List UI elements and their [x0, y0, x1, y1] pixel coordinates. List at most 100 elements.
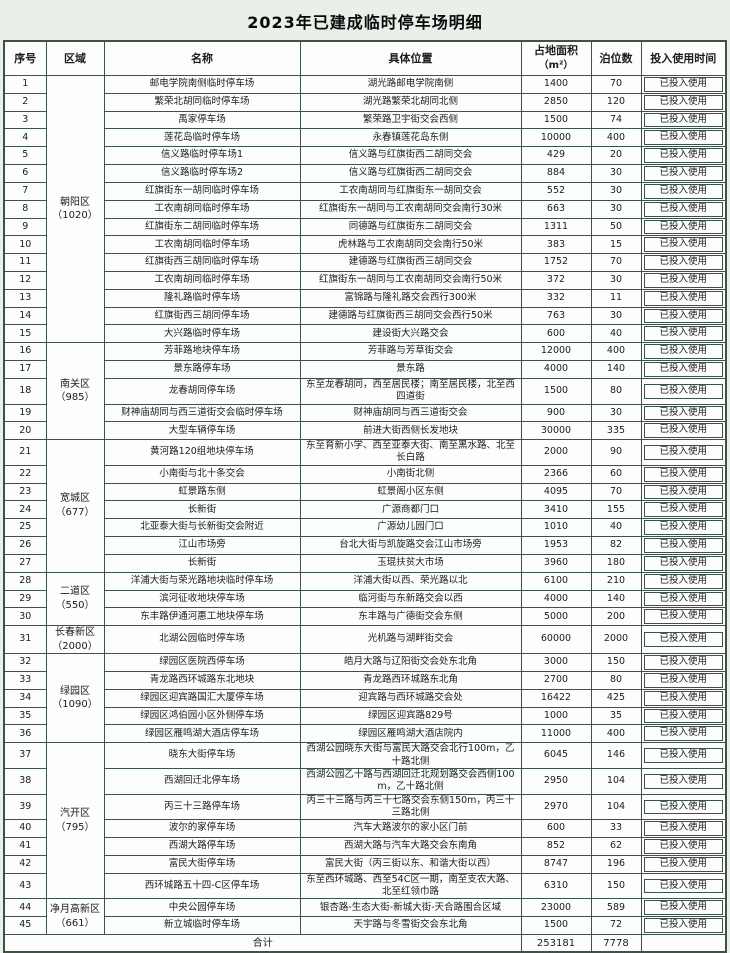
- cell-status: 已投入使用: [640, 146, 727, 166]
- status-badge: 已投入使用: [643, 726, 723, 742]
- status-badge: 已投入使用: [643, 405, 723, 421]
- table-row: 32 绿园区 （1090） 绿园区医院西停车场 皓月大路与辽阳街交会处东北角 3000 15…: [3, 653, 727, 744]
- cell-location: 工农南胡同与红旗街东一胡同交会: [299, 181, 522, 201]
- status-badge: 已投入使用: [643, 383, 723, 399]
- cell-location: 同德路与红旗街东二胡同交会: [299, 217, 522, 237]
- cell-area: 884: [520, 164, 592, 183]
- cell-area: 5000: [520, 607, 592, 627]
- cell-area: 11000: [520, 724, 592, 744]
- cell-status: 已投入使用: [640, 377, 727, 405]
- cell-name: 绿园区迎宾路国汇大厦停车场: [103, 688, 301, 708]
- status-badge: 已投入使用: [643, 918, 723, 933]
- cell-spots: 150: [590, 653, 642, 672]
- cell-district: 长春新区 （2000）: [45, 625, 105, 655]
- cell-location: 建德路与红旗街西三胡同交会: [299, 253, 522, 272]
- cell-area: 4095: [520, 482, 592, 502]
- status-badge: 已投入使用: [643, 573, 723, 589]
- status-badge: 已投入使用: [643, 799, 723, 815]
- cell-status: 已投入使用: [640, 235, 727, 255]
- status-badge: 已投入使用: [643, 94, 723, 110]
- cell-name: 晓东大街停车场: [103, 742, 301, 769]
- cell-row-number: 34: [3, 688, 47, 708]
- cell-name: 北湖公园临时停车场: [103, 625, 301, 655]
- cell-spots: 146: [590, 742, 642, 769]
- cell-area: 1311: [520, 217, 592, 237]
- cell-row-number: 3: [3, 110, 47, 130]
- cell-spots: 120: [590, 92, 642, 112]
- cell-name: 富民大街停车场: [103, 854, 301, 874]
- cell-row-number: 1: [3, 75, 47, 94]
- cell-spots: 30: [590, 403, 642, 423]
- cell-status: 已投入使用: [640, 92, 727, 112]
- cell-area: 1953: [520, 536, 592, 555]
- cell-location: 玉琨扶贫大市场: [299, 553, 522, 573]
- cell-location: 汽车大路波尔的家小区门前: [299, 819, 522, 839]
- cell-spots: 210: [590, 571, 642, 591]
- cell-spots: 104: [590, 793, 642, 821]
- cell-row-number: 4: [3, 128, 47, 148]
- cell-row-number: 45: [3, 916, 47, 935]
- cell-status: 已投入使用: [640, 217, 727, 237]
- cell-status: 已投入使用: [640, 872, 727, 900]
- cell-spots: 30: [590, 164, 642, 183]
- cell-name: 芳菲路地块停车场: [103, 342, 301, 361]
- table-row: 11 红旗街西三胡同临时停车场 建德路与红旗街西三胡同交会 1752 70 已投入使用: [3, 253, 727, 272]
- cell-status: 已投入使用: [640, 742, 727, 769]
- cell-spots: 589: [590, 898, 642, 918]
- cell-district: 净月高新区 （661）: [45, 898, 105, 935]
- cell-name: 长新街: [103, 553, 301, 573]
- cell-location: 东丰路与广德街交会东侧: [299, 607, 522, 627]
- cell-spots: 30: [590, 270, 642, 290]
- cell-name: 莲花岛临时停车场: [103, 128, 301, 148]
- cell-location: 芳菲路与芳草街交会: [299, 342, 522, 361]
- cell-row-number: 30: [3, 607, 47, 627]
- status-badge: 已投入使用: [643, 900, 723, 916]
- cell-location: 信义路与红旗街西二胡同交会: [299, 146, 522, 166]
- cell-status: 已投入使用: [640, 898, 727, 918]
- cell-name: 江山市场旁: [103, 536, 301, 555]
- table-row: 29 滨河征收地块停车场 临河街与东新路交会以西 4000 140 已投入使用: [3, 589, 727, 609]
- cell-location: 红旗街东一胡同与工农南胡同交会南行50米: [299, 270, 522, 290]
- column-header-0: 序号: [3, 40, 47, 76]
- status-badge: 已投入使用: [643, 201, 723, 217]
- cell-status: 已投入使用: [640, 607, 727, 627]
- cell-name: 大兴路临时停车场: [103, 324, 301, 344]
- status-badge: 已投入使用: [643, 878, 723, 894]
- document-page: 2023年已建成临时停车场明细 序号 区域 名称 具体位置 占地面积 （m²） 泊位数 投入使…: [3, 13, 727, 953]
- cell-spots: 400: [590, 342, 642, 361]
- cell-row-number: 40: [3, 819, 47, 839]
- status-badge: 已投入使用: [643, 344, 723, 359]
- cell-area: 1500: [520, 377, 592, 405]
- table-row: 34 绿园区迎宾路国汇大厦停车场 迎宾路与西环城路交会处 16422 425 已投入使用: [3, 688, 727, 708]
- cell-area: 852: [520, 837, 592, 856]
- cell-location: 绿园区雁鸣湖大酒店院内: [299, 724, 522, 744]
- cell-name: 景东路停车场: [103, 360, 301, 379]
- cell-name: 西环城路五十四-C区停车场: [103, 872, 301, 900]
- table-row: 1 朝阳区 （1020） 邮电学院南侧临时停车场 湖光路邮电学院南侧 1400 70 已投入使…: [3, 74, 727, 344]
- column-header-3: 具体位置: [299, 40, 522, 76]
- cell-spots: 60: [590, 464, 642, 484]
- cell-district: 汽开区 （795）: [45, 742, 105, 900]
- cell-row-number: 41: [3, 837, 47, 856]
- cell-row-number: 13: [3, 288, 47, 308]
- cell-name: 长新街: [103, 500, 301, 520]
- status-badge: 已投入使用: [643, 183, 723, 199]
- table-body: 1 朝阳区 （1020） 邮电学院南侧临时停车场 湖光路邮电学院南侧 1400 70 已投入使…: [3, 74, 727, 953]
- cell-status: 已投入使用: [640, 288, 727, 308]
- table-row: 37 汽开区 （795） 晓东大街停车场 西湖公园晓东大街与富民大路交会北行100m，乙…: [3, 742, 727, 900]
- cell-name: 绿园区鸿伯园小区外侧停车场: [103, 706, 301, 726]
- status-badge: 已投入使用: [643, 272, 723, 288]
- cell-name: 繁荣北胡同临时停车场: [103, 92, 301, 112]
- cell-row-number: 12: [3, 270, 47, 290]
- cell-spots: 200: [590, 607, 642, 627]
- status-badge: 已投入使用: [643, 773, 723, 789]
- cell-spots: 62: [590, 837, 642, 856]
- cell-row-number: 29: [3, 589, 47, 609]
- cell-spots: 400: [590, 128, 642, 148]
- cell-location: 银杏路-生态大街-新城大街-天合路围合区域: [299, 898, 522, 918]
- status-badge: 已投入使用: [643, 326, 723, 342]
- cell-row-number: 10: [3, 235, 47, 255]
- cell-row-number: 43: [3, 872, 47, 900]
- cell-area: 12000: [520, 342, 592, 361]
- cell-status: 已投入使用: [640, 421, 727, 441]
